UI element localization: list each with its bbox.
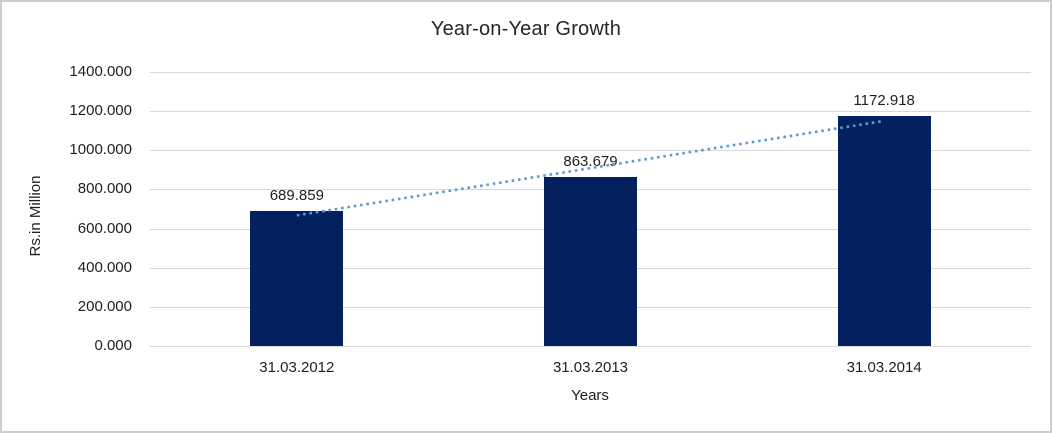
x-tick-label: 31.03.2014 bbox=[846, 359, 922, 376]
x-axis-title: Years bbox=[571, 387, 609, 404]
y-tick-label: 800.000 bbox=[77, 180, 132, 198]
bar bbox=[544, 176, 637, 346]
y-tick-label: 200.000 bbox=[77, 297, 132, 315]
bar bbox=[250, 210, 344, 346]
y-tick-label: 400.000 bbox=[77, 258, 132, 276]
y-tick-label: 1400.000 bbox=[69, 63, 132, 80]
bar-data-label: 689.859 bbox=[269, 186, 324, 204]
gridline bbox=[150, 72, 1031, 73]
bar-data-label: 1172.918 bbox=[853, 92, 915, 110]
y-tick-label: 600.000 bbox=[77, 219, 132, 237]
gridline bbox=[150, 111, 1031, 113]
y-tick-label: 1000.000 bbox=[69, 141, 132, 159]
x-tick-label: 31.03.2013 bbox=[552, 359, 629, 376]
bar bbox=[837, 116, 931, 346]
chart-title: Year-on-Year Growth bbox=[430, 18, 622, 40]
bar-data-label: 863.679 bbox=[563, 152, 618, 170]
x-tick-label: 31.03.2012 bbox=[259, 359, 335, 376]
y-tick-label: 0.000 bbox=[94, 337, 132, 354]
gridline bbox=[150, 346, 1031, 347]
y-tick-label: 1200.000 bbox=[69, 102, 132, 120]
